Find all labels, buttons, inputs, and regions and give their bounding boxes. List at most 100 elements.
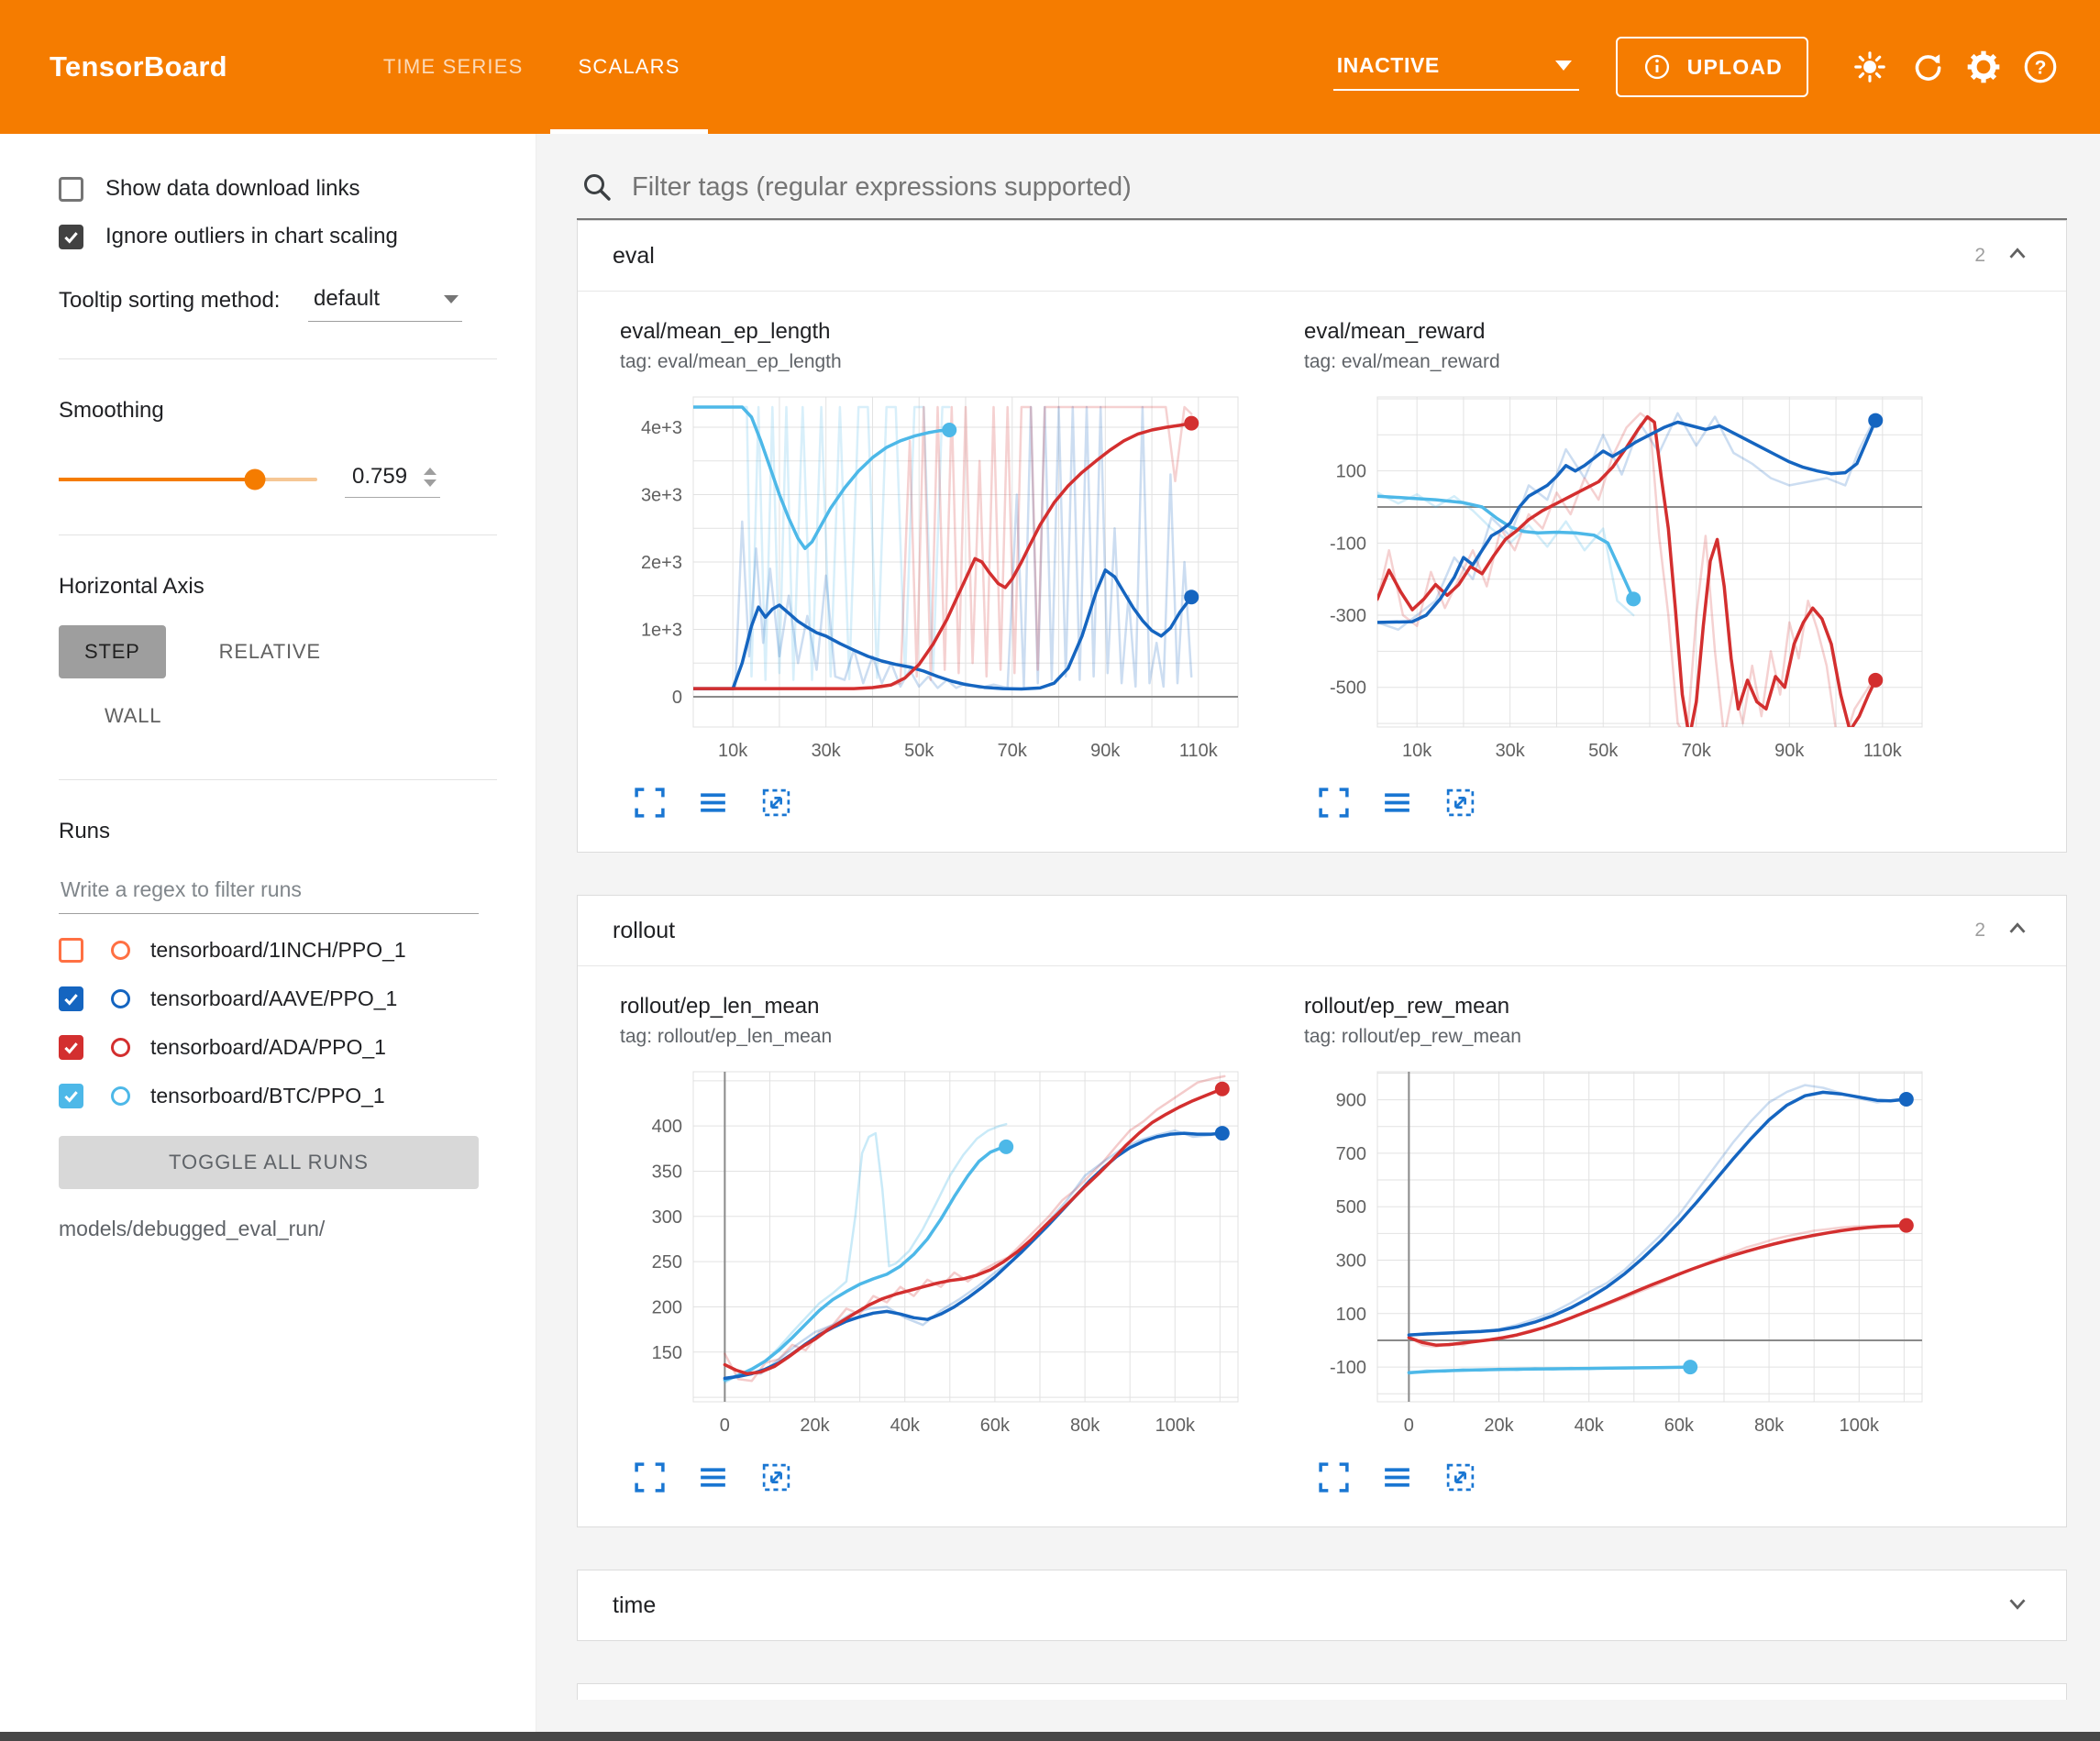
help-icon[interactable]: ? [2012, 39, 2069, 95]
chart-tag: tag: rollout/ep_len_mean [620, 1026, 833, 1047]
chart-options-icon[interactable] [696, 786, 730, 820]
smoothing-value-input[interactable]: 0.759 [345, 460, 440, 498]
section-title: time [613, 1592, 657, 1618]
svg-text:110k: 110k [1179, 741, 1219, 761]
upload-button[interactable]: UPLOAD [1615, 37, 1808, 97]
status-label: INACTIVE [1336, 52, 1440, 77]
chart-plot[interactable]: 10k 30k 50k 70k 90k 110k 0 1e+3 2e+3 3e+3 4e+3 [620, 384, 1253, 769]
expand-chart-icon[interactable] [633, 786, 667, 820]
fit-domain-icon[interactable] [759, 1460, 793, 1494]
svg-text:60k: 60k [1664, 1416, 1695, 1436]
svg-text:1e+3: 1e+3 [641, 620, 682, 640]
divider [59, 534, 497, 535]
svg-text:-300: -300 [1330, 606, 1366, 626]
svg-text:100: 100 [1336, 462, 1366, 482]
main-tabs: TIME SERIES SCALARS [356, 0, 708, 134]
chart-plot[interactable]: 0 20k 40k 60k 80k 100k 150 200 250 300 350 400 [620, 1059, 1253, 1444]
settings-icon[interactable] [1955, 39, 2012, 95]
axis-step-button[interactable]: STEP [59, 625, 166, 678]
expand-chart-icon[interactable] [633, 1460, 667, 1494]
chart-title: eval/mean_reward [1304, 319, 1486, 344]
run-checkbox[interactable] [59, 1035, 83, 1060]
check-icon [64, 1091, 78, 1103]
svg-text:400: 400 [652, 1117, 682, 1137]
svg-text:70k: 70k [998, 741, 1028, 761]
chart-options-icon[interactable] [696, 1460, 730, 1494]
collapse-section-icon[interactable] [2004, 915, 2031, 942]
divider [59, 358, 497, 359]
run-checkbox[interactable] [59, 986, 83, 1011]
show-download-links-checkbox[interactable] [59, 176, 83, 202]
tab-scalars[interactable]: SCALARS [550, 0, 707, 134]
run-color-radio[interactable] [111, 1038, 130, 1057]
chart-toolbar [1304, 786, 1961, 824]
step-up-icon[interactable] [424, 467, 437, 475]
svg-text:3e+3: 3e+3 [641, 486, 682, 506]
chart-plot[interactable]: 10k 30k 50k 70k 90k 110k 100 -100 -300 -500 [1304, 384, 1937, 769]
main-panel: Filter tags (regular expressions support… [536, 134, 2100, 1732]
chart-options-icon[interactable] [1380, 786, 1414, 820]
section-body: rollout/ep_len_mean tag: rollout/ep_len_m… [578, 965, 2066, 1526]
svg-text:90k: 90k [1090, 741, 1121, 761]
slider-thumb[interactable] [244, 468, 266, 490]
fit-domain-icon[interactable] [1443, 786, 1477, 820]
chart-plot[interactable]: 0 20k 40k 60k 80k 100k -100 100 300 500 700 900 [1304, 1059, 1937, 1444]
section-header-actions: 2 [1974, 240, 2031, 272]
chevron-down-icon [1554, 60, 1572, 71]
section-body: eval/mean_ep_length tag: eval/mean_ep_len… [578, 291, 2066, 852]
fit-domain-icon[interactable] [759, 786, 793, 820]
step-down-icon[interactable] [424, 479, 437, 487]
section-header-actions: 2 [1974, 915, 2031, 947]
svg-text:50k: 50k [904, 741, 934, 761]
smoothing-slider[interactable] [59, 468, 317, 490]
ignore-outliers-checkbox[interactable] [59, 224, 83, 249]
status-dropdown[interactable]: INACTIVE [1332, 44, 1579, 91]
tag-filter-input[interactable]: Filter tags (regular expressions support… [577, 165, 2067, 220]
runs-filter-input[interactable]: Write a regex to filter runs [59, 872, 479, 914]
refresh-icon[interactable] [1898, 39, 1955, 95]
svg-text:900: 900 [1336, 1091, 1366, 1111]
horizontal-axis-buttons: STEP RELATIVE [59, 625, 503, 678]
svg-text:300: 300 [1336, 1251, 1366, 1272]
section-card-eval: eval 2 eval/mean_ep_length tag: eval/mean_e… [577, 220, 2067, 853]
tag-filter-placeholder: Filter tags (regular expressions support… [632, 171, 1132, 202]
tab-time-series[interactable]: TIME SERIES [382, 55, 524, 78]
svg-text:4e+3: 4e+3 [641, 418, 682, 438]
axis-relative-button[interactable]: RELATIVE [193, 625, 347, 678]
expand-chart-icon[interactable] [1317, 1460, 1351, 1494]
chart-options-icon[interactable] [1380, 1460, 1414, 1494]
brightness-icon[interactable] [1841, 39, 1898, 95]
chart-tag: tag: eval/mean_ep_length [620, 351, 842, 372]
tooltip-sorting-row: Tooltip sorting method: default [59, 281, 503, 322]
svg-text:10k: 10k [718, 741, 748, 761]
collapse-section-icon[interactable] [2004, 240, 2031, 268]
show-download-links-label: Show data download links [105, 176, 360, 201]
toggle-all-runs-button[interactable]: TOGGLE ALL RUNS [59, 1136, 479, 1189]
axis-wall-button[interactable]: WALL [79, 689, 187, 743]
run-item: tensorboard/ADA/PPO_1 [59, 1035, 503, 1060]
expand-section-icon[interactable] [2004, 1590, 2031, 1617]
svg-text:50k: 50k [1588, 741, 1619, 761]
run-color-radio[interactable] [111, 989, 130, 1008]
scalar-chart-card: eval/mean_ep_length tag: eval/mean_ep_len… [620, 319, 1277, 824]
svg-text:0: 0 [720, 1416, 730, 1436]
svg-text:10k: 10k [1402, 741, 1432, 761]
run-checkbox[interactable] [59, 938, 83, 963]
svg-text:100: 100 [1336, 1305, 1366, 1325]
run-color-radio[interactable] [111, 941, 130, 960]
run-checkbox[interactable] [59, 1084, 83, 1108]
run-label: tensorboard/AAVE/PPO_1 [150, 986, 398, 1010]
tooltip-sorting-select[interactable]: default [308, 281, 462, 322]
tag-sections: eval 2 eval/mean_ep_length tag: eval/mean_e… [577, 220, 2080, 1700]
section-header-eval[interactable]: eval 2 [578, 221, 2066, 291]
fit-domain-icon[interactable] [1443, 1460, 1477, 1494]
section-header-time[interactable]: time [578, 1570, 2066, 1640]
divider [59, 779, 497, 780]
upload-label: UPLOAD [1686, 54, 1783, 79]
run-color-radio[interactable] [111, 1086, 130, 1106]
section-header-rollout[interactable]: rollout 2 [578, 896, 2066, 965]
top-bar: TensorBoard TIME SERIES SCALARS INACTIVE… [0, 0, 2100, 134]
chart-title: rollout/ep_len_mean [620, 994, 820, 1019]
expand-chart-icon[interactable] [1317, 786, 1351, 820]
number-stepper[interactable] [424, 467, 437, 487]
